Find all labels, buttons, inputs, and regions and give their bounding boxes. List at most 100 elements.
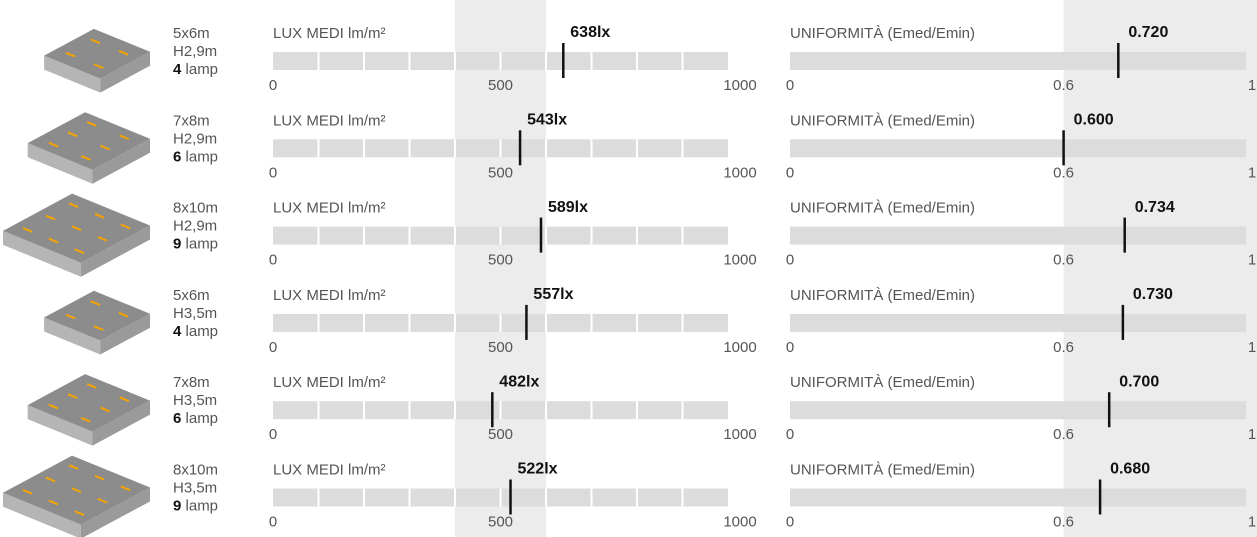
lamp-icon <box>86 121 97 127</box>
lux-tick-label: 1000 <box>723 164 756 181</box>
lux-tick-label: 500 <box>488 252 513 269</box>
lamp-icon <box>118 49 129 56</box>
room-size: 7x8m <box>173 374 210 391</box>
room-side <box>44 317 101 355</box>
uniformity-track <box>790 226 1246 245</box>
uniformity-value: 0.700 <box>1119 373 1159 390</box>
uniformity-tick-label: 1 <box>1248 77 1256 94</box>
lamp-icon <box>22 227 33 233</box>
lux-tick-label: 500 <box>488 513 513 530</box>
room-size: 7x8m <box>173 112 210 129</box>
room-side <box>80 487 150 537</box>
lux-value: 482lx <box>499 373 539 390</box>
lamp-number: 9 <box>173 236 181 253</box>
lamp-icon <box>48 237 59 244</box>
uniformity-tick-label: 0.6 <box>1053 164 1074 181</box>
room-height: H2,9m <box>173 130 217 147</box>
lux-tick-label: 0 <box>269 252 277 269</box>
lamp-icon <box>97 497 108 504</box>
uniformity-tick-label: 1 <box>1248 339 1256 356</box>
lamp-unit: lamp <box>186 497 219 514</box>
lamp-icon <box>120 485 131 492</box>
room-icon <box>27 374 150 446</box>
uniformity-track <box>790 488 1246 507</box>
room-side <box>44 55 101 93</box>
lamp-icon <box>67 393 78 400</box>
uniformity-tick-label: 1 <box>1248 426 1256 443</box>
lamp-unit: lamp <box>186 323 219 340</box>
uniformity-value: 0.734 <box>1135 199 1175 216</box>
uniformity-track <box>790 401 1246 420</box>
lamp-icon <box>119 134 130 141</box>
lamp-icon <box>97 236 108 242</box>
lamp-icon <box>65 313 76 320</box>
room-top <box>44 290 151 341</box>
lamp-icon <box>74 248 85 255</box>
lamp-icon <box>71 487 82 493</box>
room-height: H3,5m <box>173 479 217 496</box>
lamp-unit: lamp <box>186 148 219 165</box>
uniformity-label: UNIFORMITÀ (Emed/Emin) <box>790 374 975 391</box>
lux-tick-label: 0 <box>269 513 277 530</box>
uniformity-value: 0.720 <box>1128 24 1168 41</box>
room-size: 8x10m <box>173 200 218 217</box>
lamp-icon <box>93 325 104 331</box>
uniformity-tick-label: 1 <box>1248 513 1256 530</box>
lux-tick-label: 0 <box>269 164 277 181</box>
room-side <box>27 405 93 446</box>
room-size: 5x6m <box>173 287 210 304</box>
lamp-icon <box>80 416 91 423</box>
lamp-count: 9 lamp <box>173 236 218 253</box>
lamp-number: 9 <box>173 497 181 514</box>
room-icon <box>27 112 150 184</box>
lamp-icon <box>94 474 105 481</box>
lux-tick-label: 0 <box>269 426 277 443</box>
uniformity-tick-label: 1 <box>1248 164 1256 181</box>
uniformity-tick-label: 0.6 <box>1053 426 1074 443</box>
lux-tick-label: 1000 <box>723 426 756 443</box>
room-size: 5x6m <box>173 25 210 42</box>
room-top <box>27 374 150 432</box>
lamp-icon <box>48 141 59 148</box>
room-height: H2,9m <box>173 218 217 235</box>
uniformity-tick-label: 0.6 <box>1053 513 1074 530</box>
lux-tick-label: 1000 <box>723 77 756 94</box>
lamp-icon <box>80 155 91 161</box>
lamp-count: 6 lamp <box>173 148 218 165</box>
lux-value: 543lx <box>527 112 567 129</box>
room-icon <box>3 455 150 537</box>
lamp-icon <box>100 406 111 413</box>
lamp-icon <box>45 214 56 221</box>
lamp-unit: lamp <box>186 61 219 78</box>
lux-tick-label: 0 <box>269 77 277 94</box>
lux-value: 638lx <box>570 24 610 41</box>
room-icon <box>44 28 151 93</box>
uniformity-track <box>790 313 1246 332</box>
lamp-icon <box>93 63 104 69</box>
uniformity-tick-label: 0 <box>786 513 794 530</box>
lamp-icon <box>68 202 79 208</box>
lamp-icon <box>120 223 131 230</box>
lamp-icon <box>22 489 33 495</box>
lux-value: 589lx <box>548 199 588 216</box>
lux-label: LUX MEDI lm/m² <box>273 374 386 391</box>
lamp-icon <box>71 225 82 232</box>
room-side <box>3 230 81 277</box>
uniformity-tick-label: 0 <box>786 426 794 443</box>
uniformity-tick-label: 0.6 <box>1053 339 1074 356</box>
room-side <box>100 313 150 355</box>
lux-band <box>455 0 546 537</box>
uniformity-tick-label: 0.6 <box>1053 77 1074 94</box>
lamp-icon <box>100 144 111 151</box>
lux-value: 522lx <box>518 461 558 478</box>
lux-label: LUX MEDI lm/m² <box>273 287 386 304</box>
uniformity-label: UNIFORMITÀ (Emed/Emin) <box>790 25 975 42</box>
lamp-number: 6 <box>173 410 181 427</box>
room-height: H3,5m <box>173 392 217 409</box>
room-side <box>92 138 150 184</box>
uniformity-tick-label: 0 <box>786 164 794 181</box>
uniformity-label: UNIFORMITÀ (Emed/Emin) <box>790 112 975 129</box>
lamp-icon <box>90 38 101 45</box>
lamp-count: 4 lamp <box>173 323 218 340</box>
room-side <box>27 143 93 184</box>
